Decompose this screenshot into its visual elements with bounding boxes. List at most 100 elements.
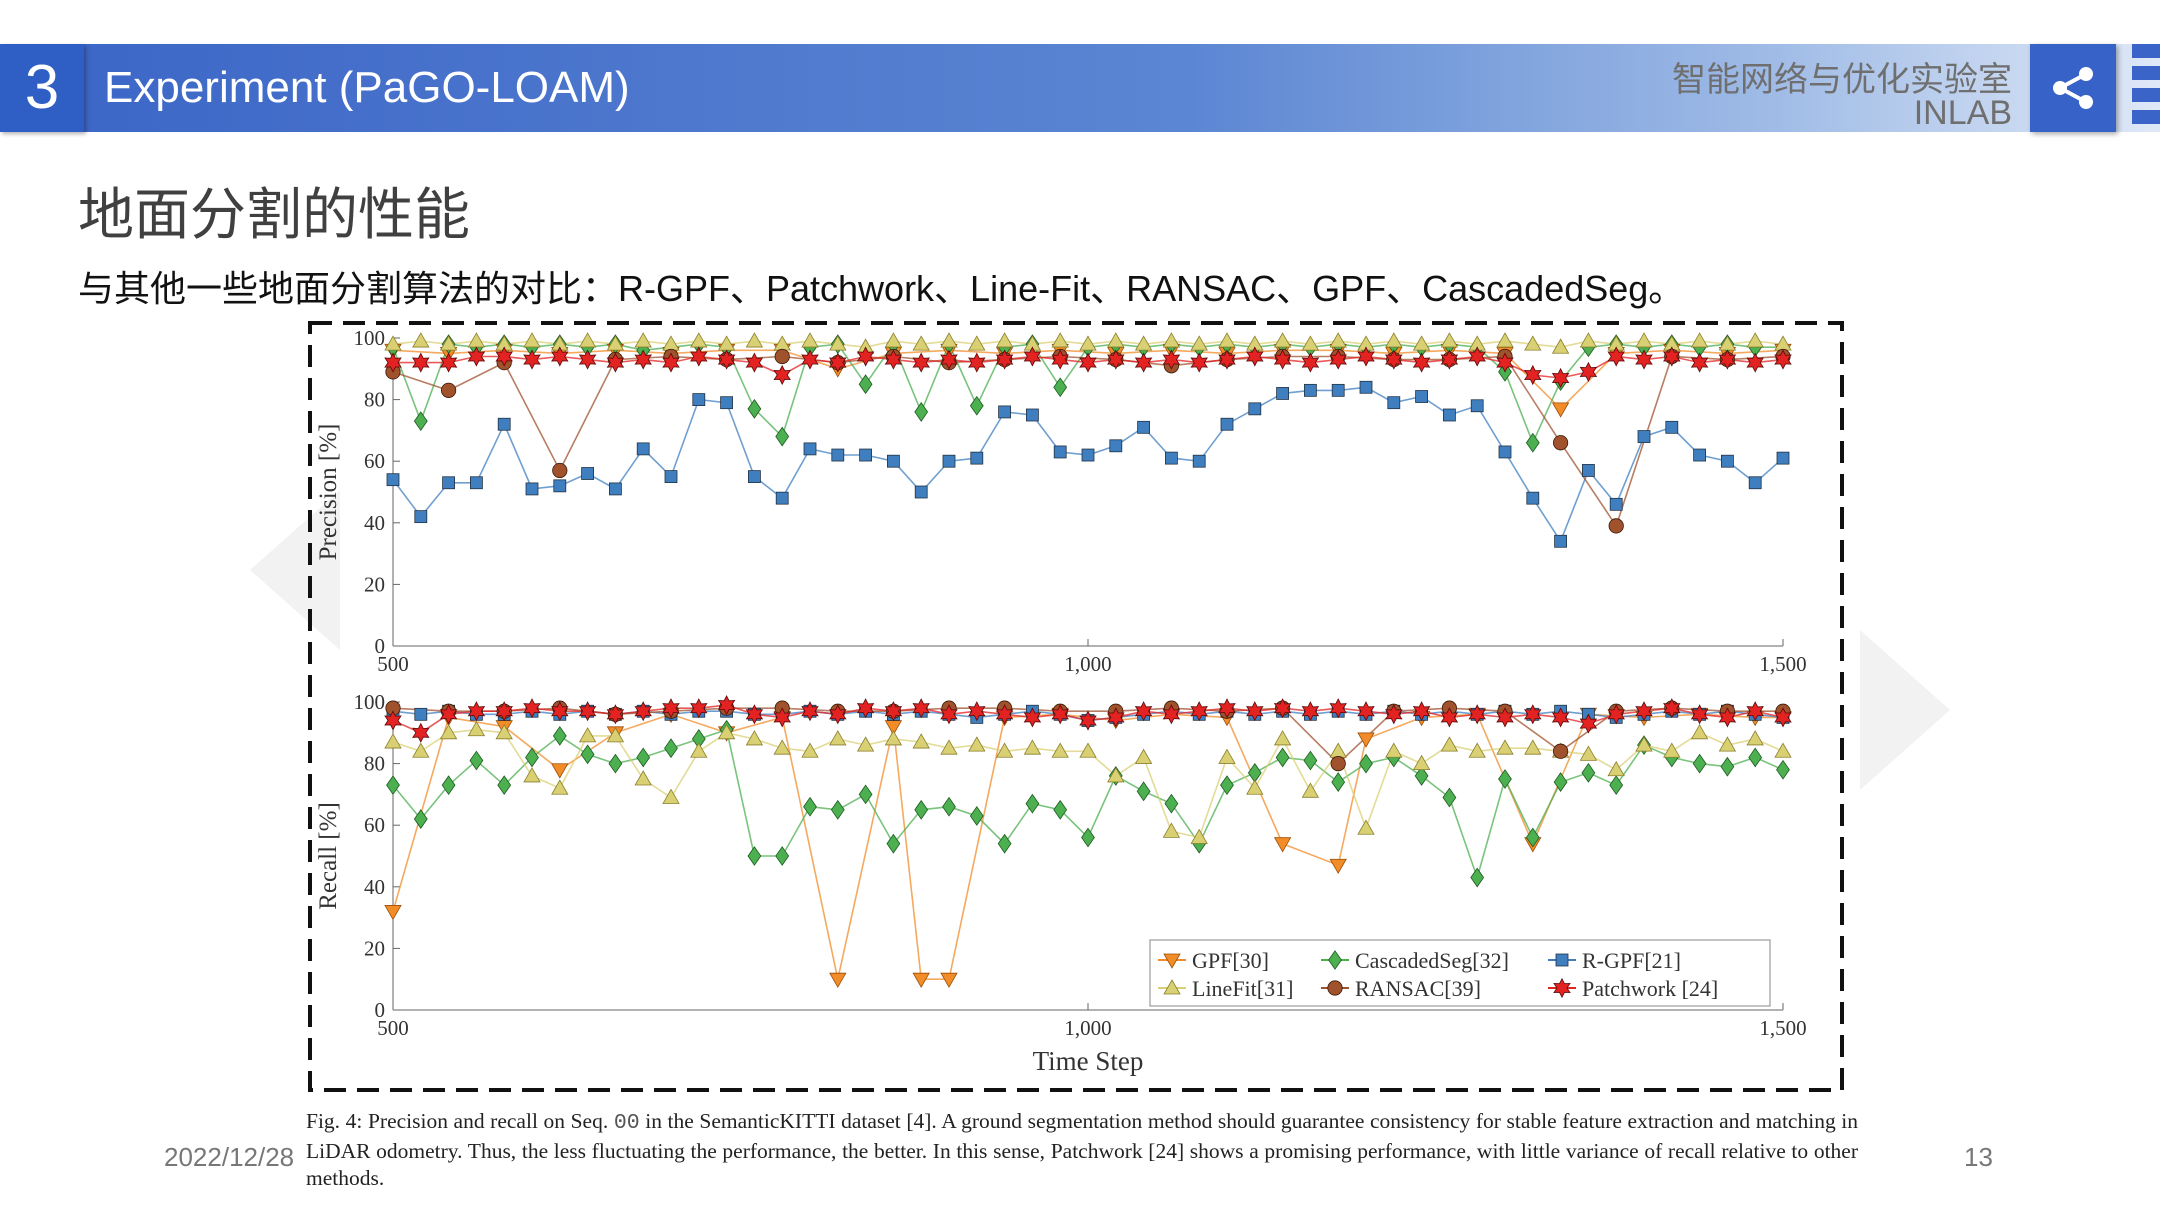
data-point xyxy=(1304,383,1317,397)
data-point xyxy=(995,349,1014,370)
data-point xyxy=(1553,743,1569,759)
data-point xyxy=(1496,739,1514,755)
data-point xyxy=(1635,332,1653,348)
data-point xyxy=(717,695,736,716)
data-point xyxy=(1079,710,1097,731)
legend-marker xyxy=(1328,950,1342,970)
data-point xyxy=(747,470,761,484)
data-point xyxy=(1440,707,1459,728)
y-axis-label: Precision [%] xyxy=(315,424,342,561)
data-point xyxy=(634,770,652,786)
y-tick-label: 80 xyxy=(364,388,385,412)
data-point xyxy=(1551,707,1570,728)
data-point xyxy=(662,788,680,804)
caption-seq: 00 xyxy=(613,1111,640,1135)
data-point xyxy=(940,349,958,370)
data-point xyxy=(1524,739,1542,755)
data-point xyxy=(1134,352,1153,373)
data-point xyxy=(1498,445,1512,459)
series-line xyxy=(392,355,1784,528)
data-point xyxy=(467,332,486,348)
data-point xyxy=(1693,448,1706,462)
data-point xyxy=(1579,745,1598,761)
legend-box xyxy=(1149,939,1771,1007)
data-point xyxy=(1720,756,1735,777)
data-point xyxy=(664,738,678,759)
x-tick-label: 500 xyxy=(377,652,409,676)
y-axis-label: Recall [%] xyxy=(315,802,342,910)
data-point xyxy=(384,733,402,749)
data-point xyxy=(525,747,539,768)
data-point xyxy=(413,411,428,432)
data-point xyxy=(1275,747,1290,768)
data-point xyxy=(439,723,458,740)
data-point xyxy=(829,352,847,373)
legend-label: Patchwork [24] xyxy=(1582,976,1718,1001)
data-point xyxy=(829,730,847,746)
data-point xyxy=(1746,701,1764,722)
data-point xyxy=(1023,739,1042,755)
data-point xyxy=(940,332,958,348)
data-point xyxy=(912,972,930,989)
data-point xyxy=(1079,335,1097,351)
slide-date: 2022/12/28 xyxy=(164,1142,295,1172)
data-point xyxy=(523,349,541,370)
y-tick-label: 40 xyxy=(364,511,385,535)
data-point xyxy=(1748,747,1763,768)
data-point xyxy=(1248,402,1262,416)
data-point xyxy=(606,727,625,743)
data-point xyxy=(1692,753,1707,774)
data-point xyxy=(1718,349,1737,370)
data-point xyxy=(495,723,513,740)
x-tick-label: 1,500 xyxy=(1759,652,1806,676)
data-point xyxy=(690,698,708,719)
data-point xyxy=(634,332,652,348)
data-point xyxy=(884,701,903,722)
lab-name-cn: 智能网络与优化实验室 xyxy=(1672,61,2012,99)
data-point xyxy=(1357,346,1375,367)
y-tick-label: 0 xyxy=(375,998,386,1022)
data-point xyxy=(1414,766,1429,786)
data-point xyxy=(1329,349,1347,370)
data-point xyxy=(803,796,817,817)
data-point xyxy=(1470,399,1484,413)
data-point xyxy=(774,348,790,365)
y-tick-label: 80 xyxy=(364,752,385,776)
data-point xyxy=(912,335,930,351)
data-point xyxy=(467,346,486,367)
page-number: 13 xyxy=(1964,1142,1993,1172)
data-point xyxy=(551,779,569,795)
data-point xyxy=(690,346,708,367)
data-point xyxy=(1440,736,1459,752)
data-point xyxy=(525,482,539,496)
data-point xyxy=(1443,408,1456,422)
chart-figure: 0 20 40 60 80 100 500 1,000 1,500 Precision [%] 0… xyxy=(300,320,1848,1101)
data-point xyxy=(1551,367,1570,389)
data-point xyxy=(1607,704,1625,725)
data-point xyxy=(1218,698,1236,719)
data-point xyxy=(523,698,541,719)
data-point xyxy=(692,393,706,406)
data-point xyxy=(1496,352,1514,373)
data-point xyxy=(914,799,929,820)
lab-name-en: INLAB xyxy=(1913,94,2012,132)
share-button[interactable] xyxy=(2030,44,2116,132)
data-point xyxy=(1357,701,1375,722)
figure-caption: Fig. 4: Precision and recall on Seq. 00 … xyxy=(306,1108,1858,1193)
data-point xyxy=(1081,827,1095,848)
data-point xyxy=(858,374,873,395)
data-point xyxy=(469,750,484,771)
data-point xyxy=(1190,701,1208,722)
data-point xyxy=(1524,335,1542,351)
data-point xyxy=(1107,332,1125,348)
data-point xyxy=(386,775,400,796)
data-point xyxy=(1385,742,1403,758)
data-point xyxy=(856,698,875,719)
data-point xyxy=(1137,420,1150,434)
data-point xyxy=(523,332,541,348)
data-point xyxy=(720,396,734,410)
data-point xyxy=(662,698,680,719)
data-point xyxy=(606,335,625,351)
data-point xyxy=(1718,736,1737,752)
header-bar xyxy=(0,44,2160,132)
